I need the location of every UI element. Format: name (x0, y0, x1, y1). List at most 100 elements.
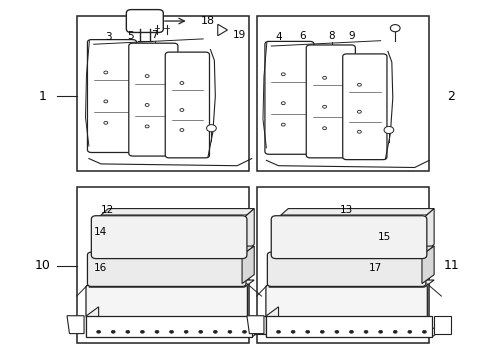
Circle shape (103, 121, 107, 124)
Text: 14: 14 (94, 227, 107, 237)
Circle shape (320, 330, 324, 333)
FancyBboxPatch shape (165, 52, 209, 158)
Bar (86, 316, 251, 337)
Polygon shape (217, 24, 227, 36)
Circle shape (242, 330, 246, 333)
Text: 4: 4 (275, 32, 281, 42)
FancyBboxPatch shape (86, 285, 247, 318)
Bar (77, 16, 249, 171)
Circle shape (103, 100, 107, 103)
FancyBboxPatch shape (265, 285, 427, 318)
Circle shape (140, 330, 144, 333)
Polygon shape (266, 307, 278, 337)
FancyBboxPatch shape (91, 216, 246, 258)
Text: 9: 9 (347, 31, 354, 41)
Polygon shape (433, 316, 450, 334)
Polygon shape (89, 280, 254, 287)
Polygon shape (91, 246, 254, 255)
Circle shape (407, 330, 411, 333)
Circle shape (145, 75, 149, 77)
FancyBboxPatch shape (264, 41, 313, 154)
Text: 17: 17 (368, 262, 381, 273)
Circle shape (322, 76, 326, 79)
Polygon shape (242, 246, 254, 284)
FancyBboxPatch shape (271, 216, 426, 258)
Polygon shape (271, 246, 433, 255)
Text: 3: 3 (105, 32, 111, 42)
Circle shape (392, 330, 396, 333)
Circle shape (357, 111, 361, 113)
Circle shape (180, 109, 183, 111)
Circle shape (334, 330, 338, 333)
Circle shape (180, 129, 183, 131)
Polygon shape (254, 316, 271, 334)
Text: 18: 18 (201, 16, 214, 26)
FancyBboxPatch shape (87, 40, 136, 153)
Bar (266, 316, 431, 337)
Circle shape (290, 330, 294, 333)
Circle shape (180, 82, 183, 84)
Text: 10: 10 (35, 259, 51, 272)
Circle shape (281, 73, 285, 76)
Text: 15: 15 (377, 232, 391, 242)
Circle shape (281, 123, 285, 126)
Text: 8: 8 (328, 31, 335, 41)
Circle shape (184, 330, 188, 333)
Circle shape (322, 105, 326, 108)
Text: 7: 7 (151, 30, 158, 40)
Circle shape (213, 330, 217, 333)
FancyBboxPatch shape (305, 45, 355, 158)
Circle shape (97, 330, 101, 333)
Circle shape (364, 330, 367, 333)
Polygon shape (67, 316, 84, 334)
Text: 1: 1 (39, 90, 46, 103)
Polygon shape (421, 246, 433, 284)
Polygon shape (276, 208, 433, 219)
Circle shape (276, 330, 280, 333)
Text: 12: 12 (101, 205, 114, 215)
Polygon shape (266, 328, 443, 337)
Circle shape (125, 330, 129, 333)
Text: 6: 6 (299, 31, 305, 41)
Circle shape (111, 330, 115, 333)
Bar (77, 187, 249, 342)
Circle shape (389, 24, 399, 32)
Circle shape (357, 130, 361, 133)
Bar (256, 187, 428, 342)
Text: 2: 2 (447, 90, 454, 103)
Polygon shape (96, 208, 254, 219)
Circle shape (383, 126, 393, 134)
Circle shape (349, 330, 353, 333)
FancyBboxPatch shape (128, 43, 178, 156)
Circle shape (357, 83, 361, 86)
Text: 16: 16 (94, 262, 107, 273)
Circle shape (322, 127, 326, 130)
FancyBboxPatch shape (342, 54, 386, 159)
Polygon shape (86, 328, 264, 337)
Polygon shape (242, 208, 254, 255)
Text: 13: 13 (339, 205, 352, 215)
Circle shape (169, 330, 173, 333)
Circle shape (199, 330, 202, 333)
Bar (256, 16, 428, 171)
Circle shape (155, 330, 159, 333)
Text: 5: 5 (127, 31, 133, 41)
Circle shape (145, 125, 149, 128)
Circle shape (206, 125, 216, 132)
Text: 11: 11 (442, 259, 458, 272)
Circle shape (103, 71, 107, 74)
Polygon shape (86, 307, 99, 337)
Polygon shape (421, 208, 433, 255)
Text: 19: 19 (233, 30, 246, 40)
Circle shape (305, 330, 309, 333)
Polygon shape (246, 316, 264, 334)
Circle shape (422, 330, 426, 333)
Circle shape (145, 104, 149, 107)
Circle shape (378, 330, 382, 333)
FancyBboxPatch shape (126, 10, 163, 32)
FancyBboxPatch shape (267, 252, 425, 287)
FancyBboxPatch shape (87, 252, 245, 287)
Polygon shape (268, 280, 433, 287)
Circle shape (281, 102, 285, 105)
Circle shape (227, 330, 231, 333)
